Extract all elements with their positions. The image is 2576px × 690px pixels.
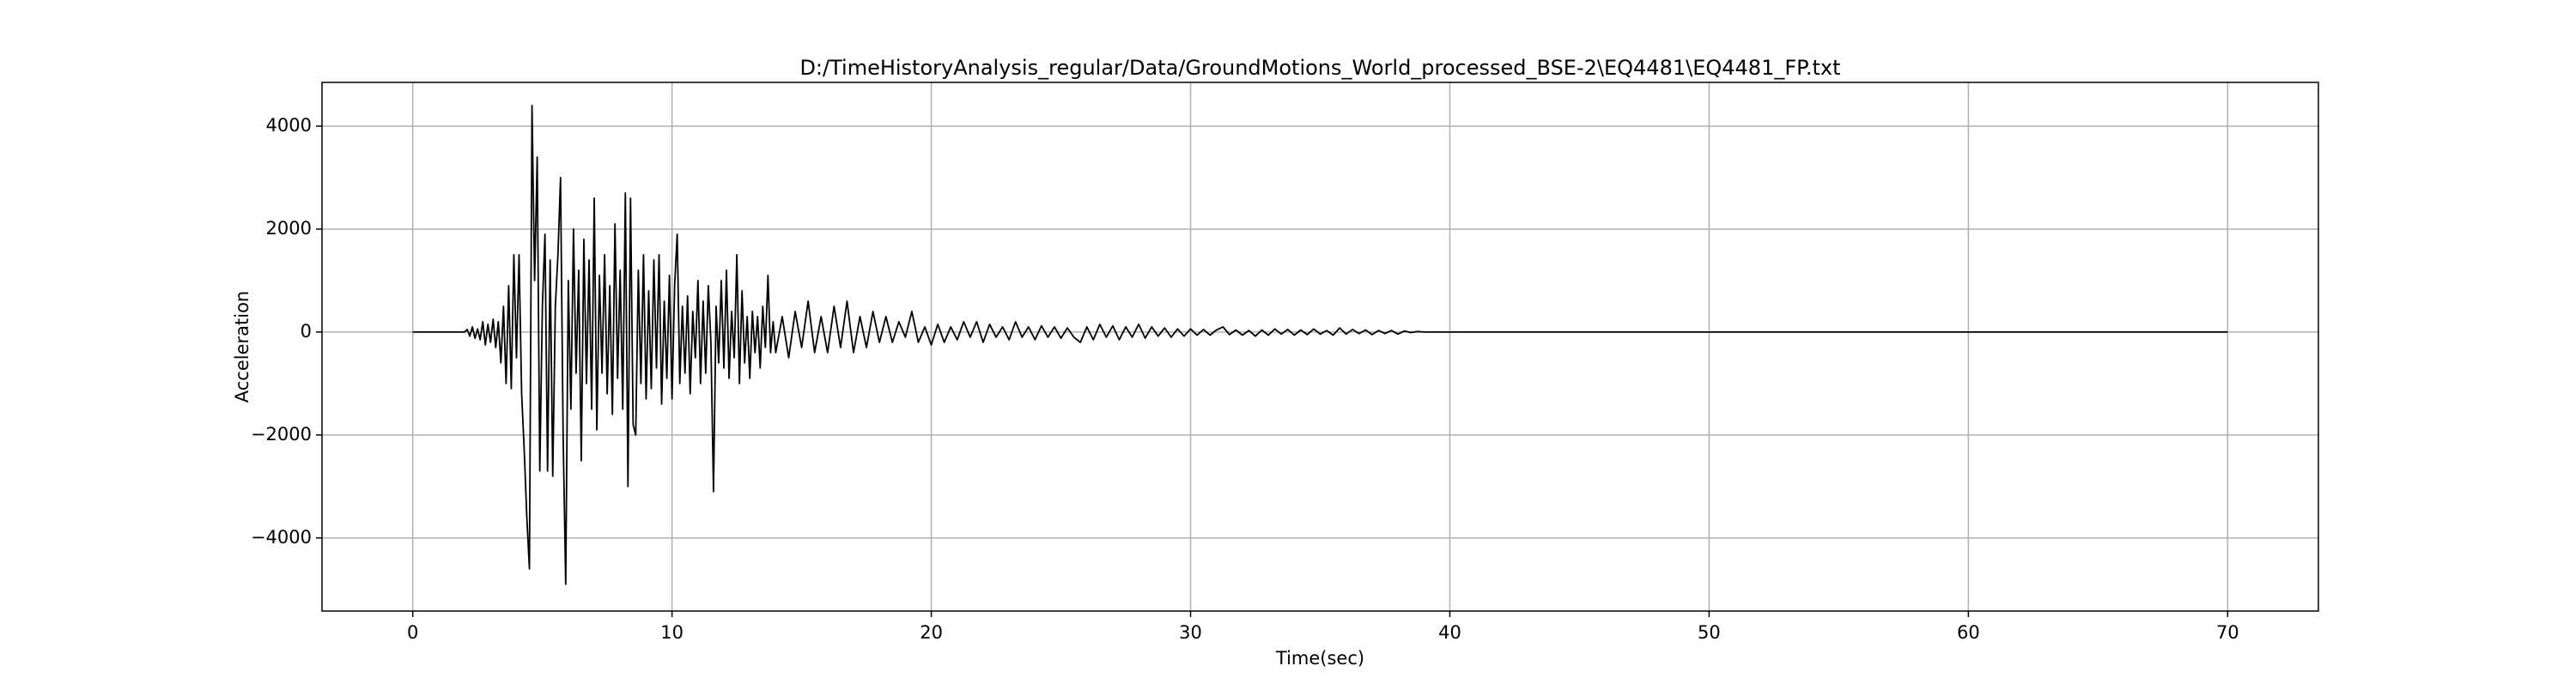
y-tick-label: 4000 (266, 115, 312, 136)
axes-frame (321, 82, 2319, 612)
chart-title: D:/TimeHistoryAnalysis_regular/Data/Grou… (799, 56, 1840, 80)
y-tick-label: −4000 (251, 527, 312, 548)
x-tick-label: 70 (2216, 622, 2239, 643)
x-axis-label: Time(sec) (1275, 648, 1364, 669)
y-tick-label: 0 (301, 321, 312, 342)
y-axis-label: Acceleration (232, 291, 252, 403)
data-line (412, 105, 2228, 585)
x-tick-label: 30 (1179, 622, 1202, 643)
x-tick-label: 50 (1698, 622, 1721, 643)
x-tick-label: 40 (1438, 622, 1461, 643)
x-tick-label: 60 (1957, 622, 1980, 643)
y-tick-label: 2000 (266, 218, 312, 239)
x-tick-label: 0 (407, 622, 418, 643)
x-tick-label: 10 (660, 622, 683, 643)
x-tick-label: 20 (920, 622, 943, 643)
y-tick-label: −2000 (251, 424, 312, 445)
